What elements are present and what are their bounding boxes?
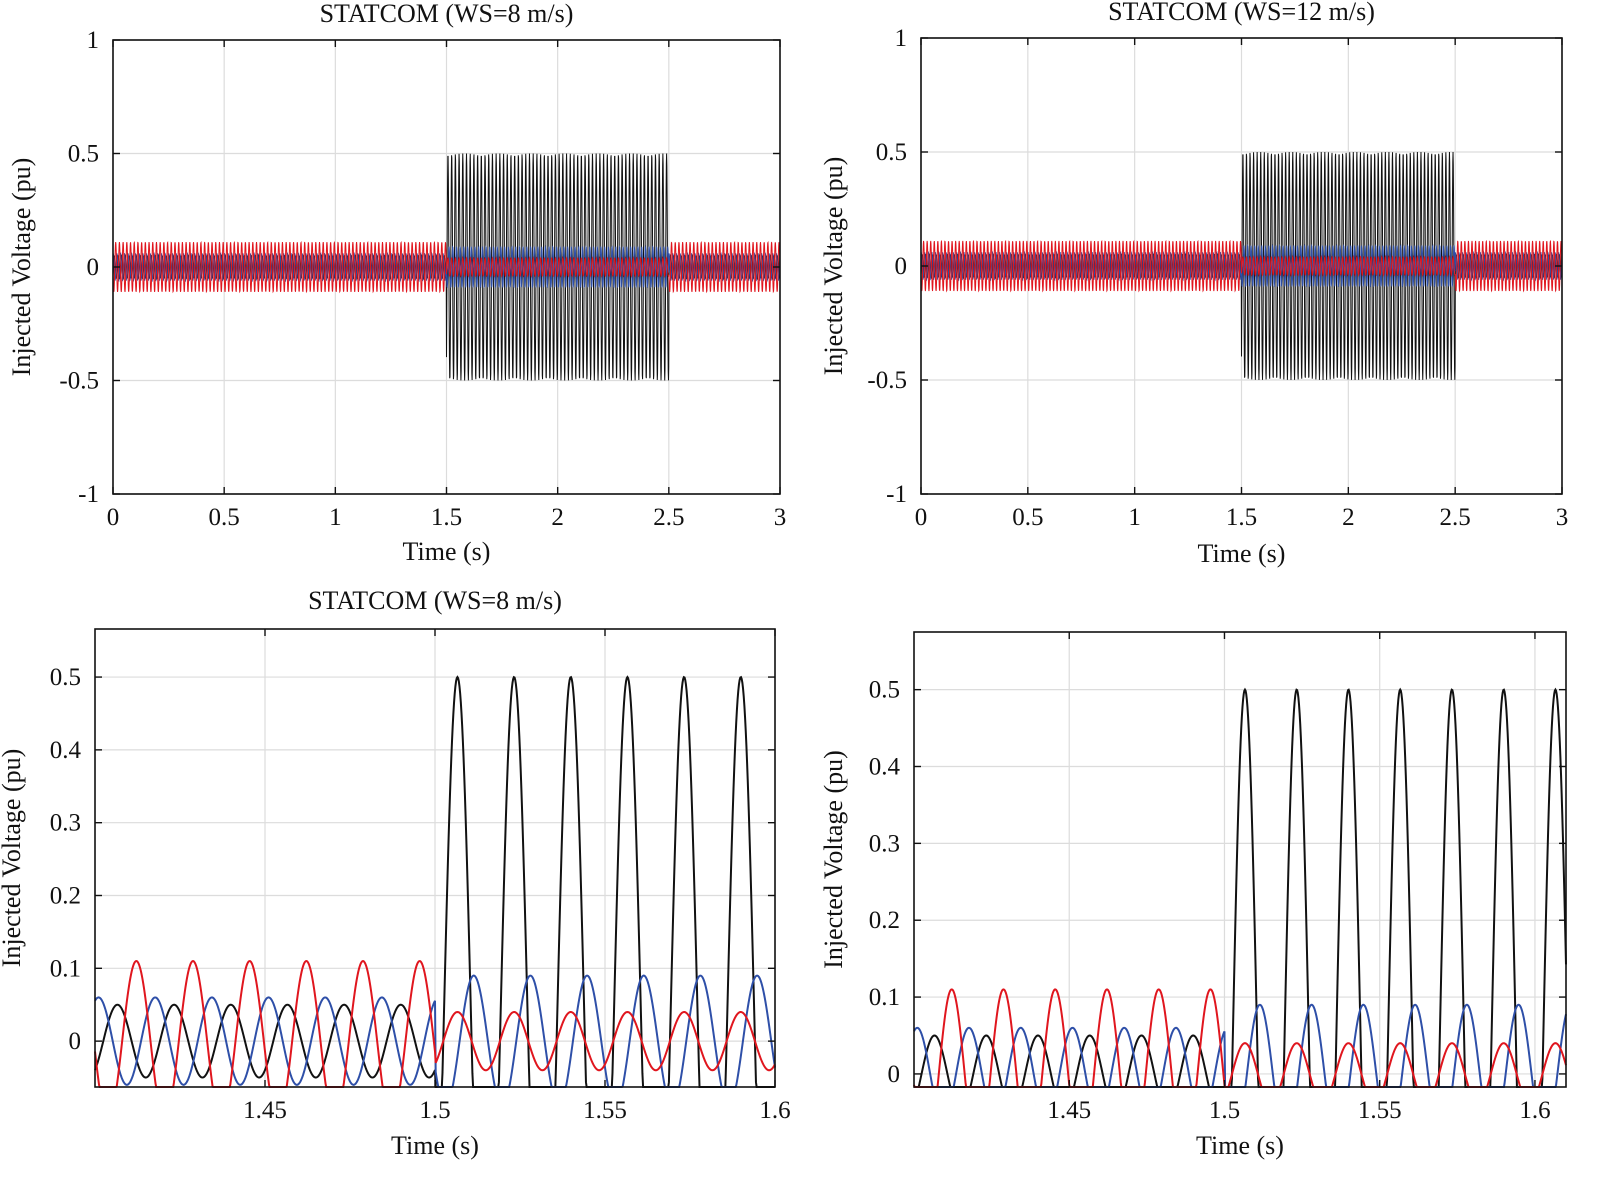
series-line-3	[94, 959, 776, 1088]
axes-box	[913, 631, 1567, 1088]
y-tick-label: -1	[886, 481, 907, 508]
y-tick-label: 0.2	[869, 907, 900, 934]
y-tick-label: 1	[87, 27, 100, 54]
x-tick-label: 2	[551, 504, 564, 531]
y-tick-label: 0.2	[50, 882, 81, 909]
x-tick-label: 0.5	[209, 504, 240, 531]
y-tick-label: 0.3	[869, 830, 900, 857]
chart-title: STATCOM (WS=8 m/s)	[308, 586, 562, 615]
x-tick-label: 1.5	[431, 504, 462, 531]
y-tick-label: 0	[69, 1028, 82, 1055]
chart-2: 0 0.5 1 1.5 2 2.5 3 -1 -0.5 0 0.5 1 STATCOM (WS=12 m…	[819, 0, 1568, 568]
x-tick-label: 1	[1128, 504, 1141, 531]
y-tick-label: 0	[87, 254, 100, 281]
x-axis-label: Time (s)	[1198, 539, 1286, 568]
y-tick-label: -1	[78, 481, 99, 508]
y-tick-label: -0.5	[867, 367, 907, 394]
y-tick-label: 0	[895, 253, 908, 280]
y-tick-label: 0.5	[876, 139, 907, 166]
x-axis-label: Time (s)	[1196, 1131, 1284, 1160]
x-tick-label: 1.55	[1358, 1097, 1402, 1124]
x-tick-label: 0	[915, 504, 928, 531]
x-tick-label: 1.45	[1047, 1097, 1091, 1124]
x-tick-label: 1.55	[583, 1097, 627, 1124]
chart-title: STATCOM (WS=8 m/s)	[320, 0, 574, 28]
chart-4: 1.45 1.5 1.55 1.6 0 0.1 0.2 0.3 0.4 0.5 Time (s) In…	[819, 631, 1567, 1160]
x-axis-label: Time (s)	[391, 1131, 479, 1160]
y-tick-label: 0.5	[869, 677, 900, 704]
x-tick-label: 1.5	[419, 1097, 450, 1124]
y-tick-label: 0.4	[50, 737, 82, 764]
x-tick-label: 2.5	[1440, 504, 1471, 531]
series-line-2	[94, 974, 776, 1088]
x-tick-label: 3	[1556, 504, 1569, 531]
series-line-2	[913, 1003, 1567, 1088]
y-axis-label: Injected Voltage (pu)	[7, 158, 36, 377]
chart-1: 0 0.5 1 1.5 2 2.5 3 -1 -0.5 0 0.5 1 STATCOM (WS=8 m/…	[7, 0, 786, 566]
y-axis-label: Injected Voltage (pu)	[819, 750, 848, 969]
series-line-1	[914, 687, 1567, 1088]
x-tick-label: 1.5	[1209, 1097, 1240, 1124]
x-tick-label: 1.6	[759, 1097, 790, 1124]
x-tick-label: 0	[107, 504, 120, 531]
y-tick-label: 1	[895, 25, 908, 52]
x-tick-label: 3	[774, 504, 787, 531]
x-tick-label: 1.5	[1226, 504, 1257, 531]
x-axis-label: Time (s)	[403, 537, 491, 566]
x-tick-label: 2	[1342, 504, 1355, 531]
x-tick-label: 2.5	[653, 504, 684, 531]
y-tick-label: 0.5	[68, 141, 99, 168]
y-tick-label: -0.5	[59, 368, 99, 395]
y-axis-label: Injected Voltage (pu)	[819, 157, 848, 376]
y-tick-label: 0.3	[50, 810, 81, 837]
x-tick-label: 1.45	[243, 1097, 287, 1124]
y-tick-label: 0.4	[869, 754, 901, 781]
y-axis-label: Injected Voltage (pu)	[0, 749, 26, 968]
y-tick-label: 0.5	[50, 664, 81, 691]
series-line-3	[112, 241, 781, 294]
series-line-3	[913, 988, 1567, 1088]
y-tick-label: 0	[888, 1061, 901, 1088]
chart-3: 1.45 1.5 1.55 1.6 0 0.1 0.2 0.3 0.4 0.5 STATCOM (W…	[0, 586, 791, 1160]
y-tick-label: 0.1	[869, 984, 900, 1011]
y-tick-label: 0.1	[50, 955, 81, 982]
x-tick-label: 1	[329, 504, 342, 531]
x-tick-label: 0.5	[1012, 504, 1043, 531]
x-tick-label: 1.6	[1519, 1097, 1550, 1124]
chart-title: STATCOM (WS=12 m/s)	[1108, 0, 1375, 26]
series-line-3	[920, 239, 1563, 293]
